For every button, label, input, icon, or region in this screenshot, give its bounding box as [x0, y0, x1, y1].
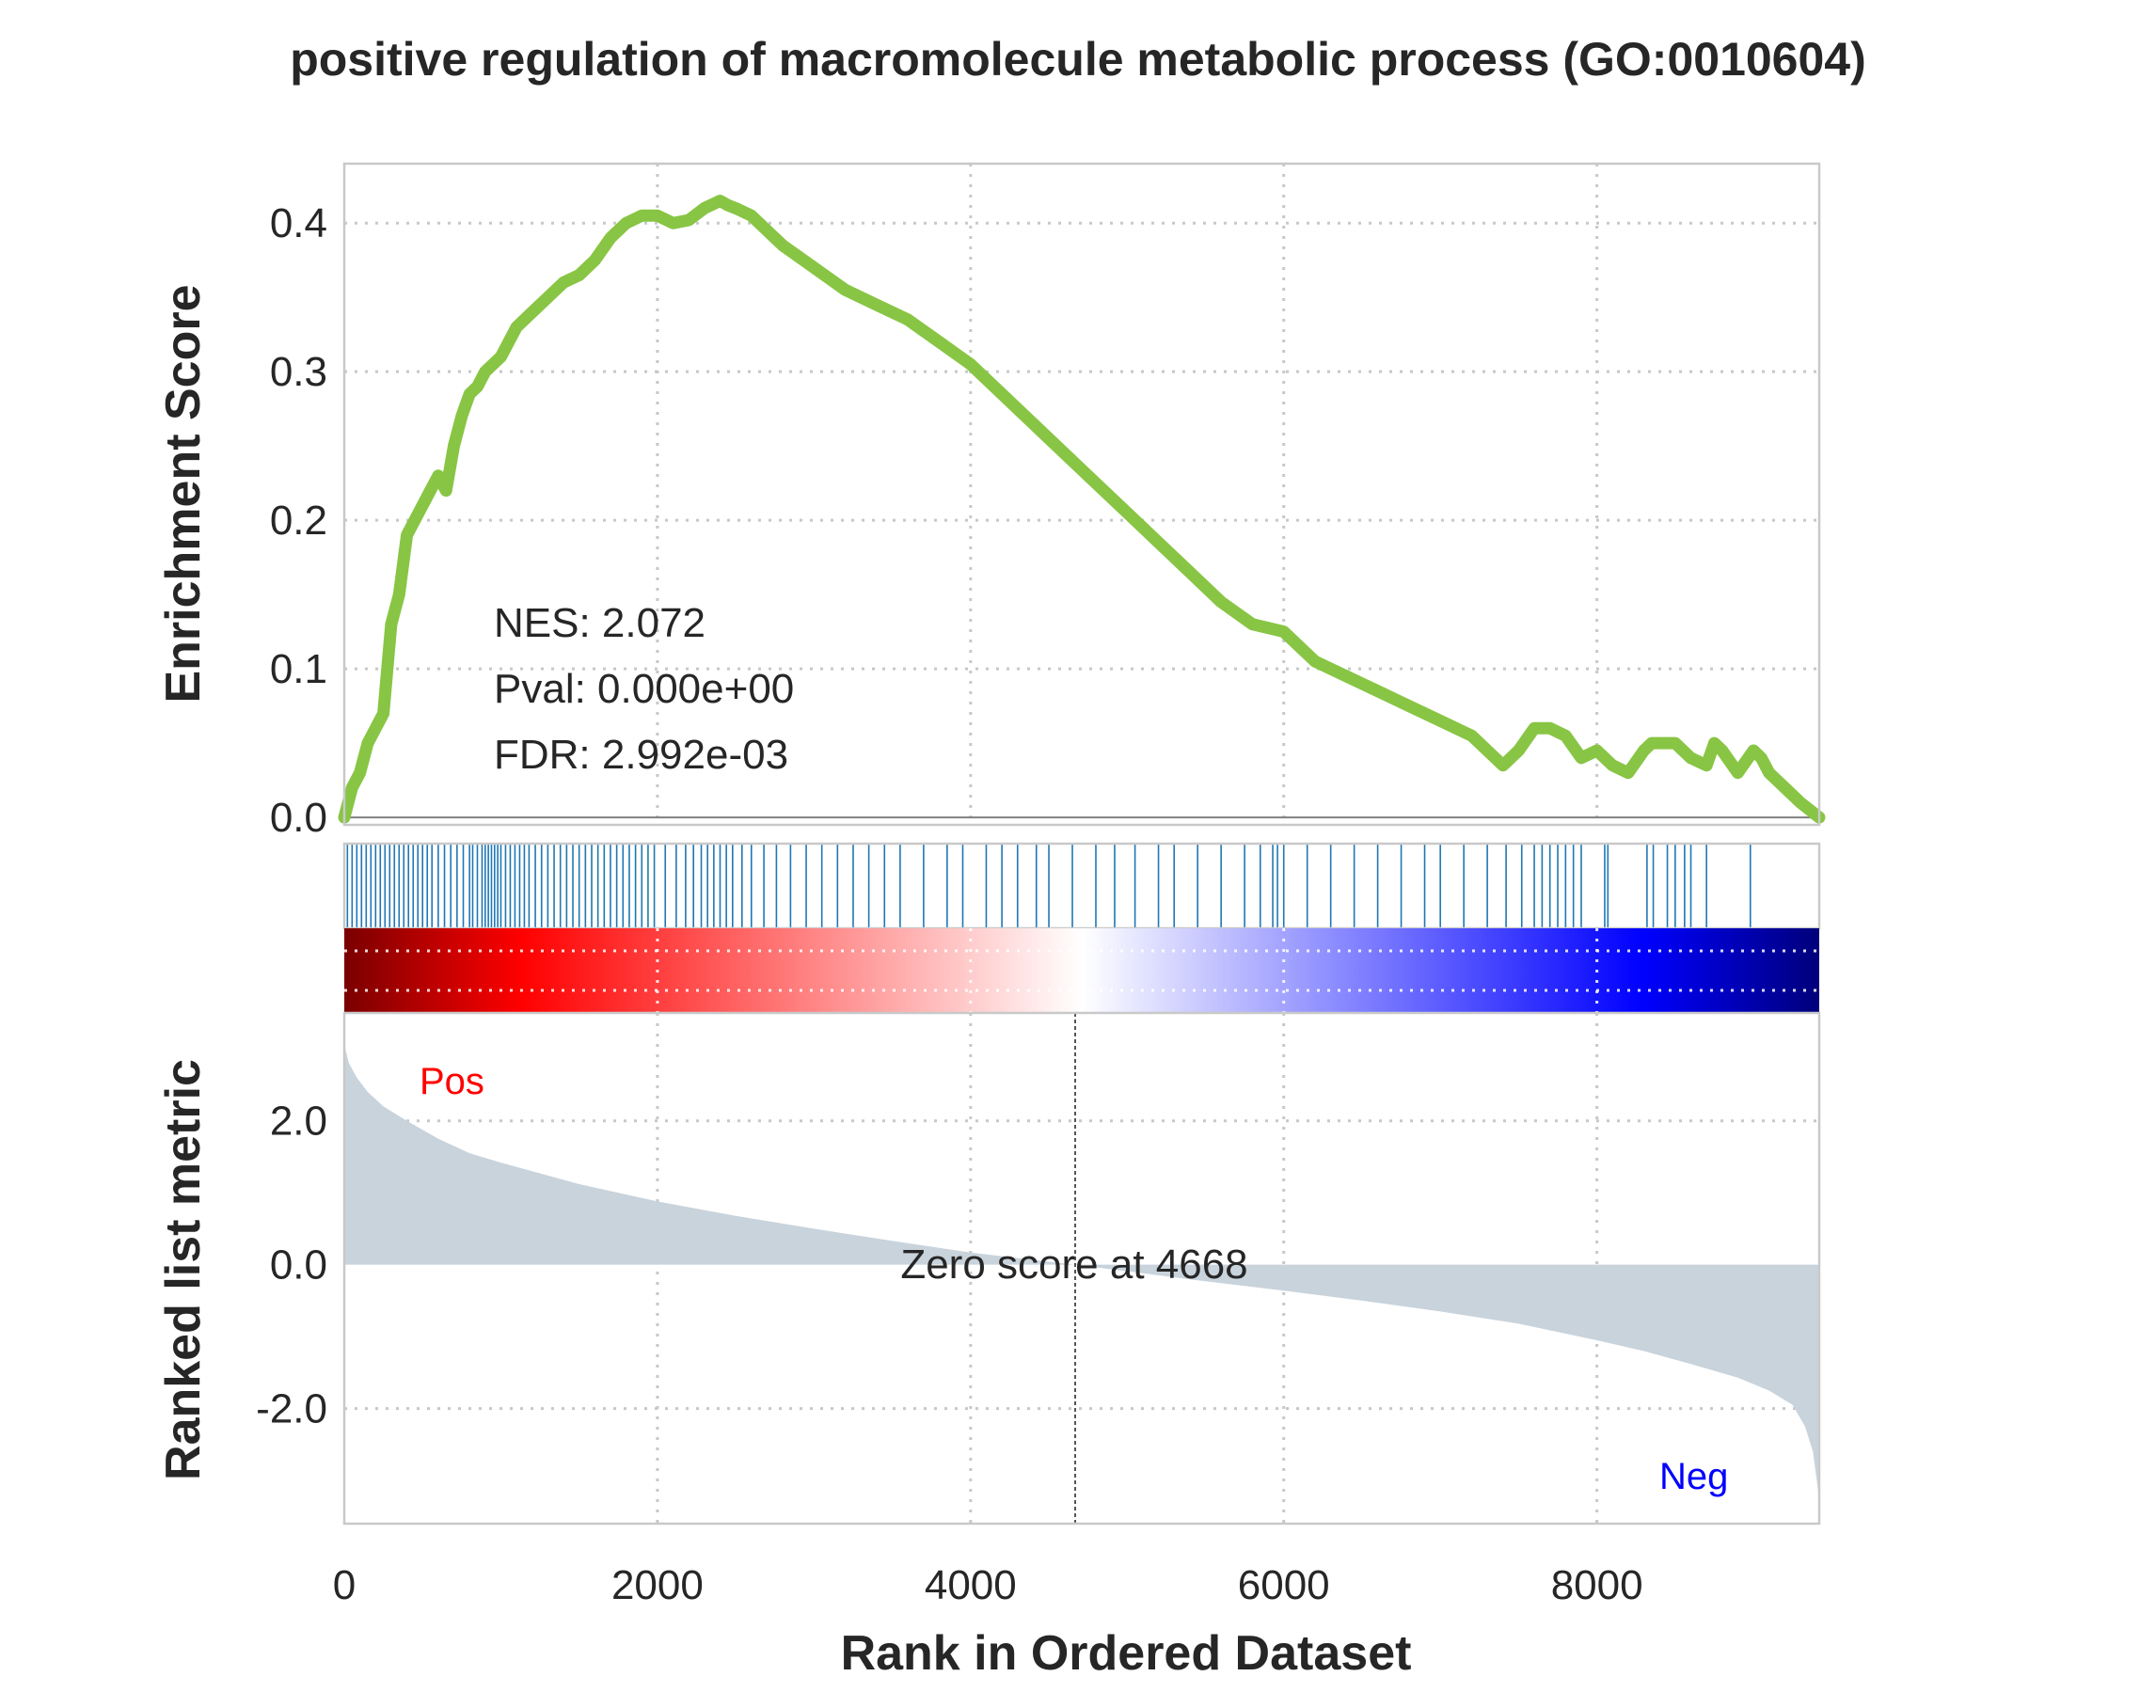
hits-frame — [342, 842, 1821, 930]
neg-label: Neg — [1659, 1456, 1728, 1497]
metric-gridlines — [344, 1013, 1819, 1524]
x-tick-label: 2000 — [611, 1562, 704, 1608]
metric-frame — [342, 1011, 1821, 1526]
enrichment-panel: 0.0 0.1 0.2 0.3 0.4 NES: 2.072 Pval: 0.000e+… — [156, 162, 1826, 841]
x-ticks: 0 2000 4000 6000 8000 — [333, 1562, 1643, 1608]
es-gridlines — [344, 164, 1819, 825]
metric-panel: 2.0 0.0 -2.0 Pos Neg Zero score at 4668 Ra… — [156, 1011, 1821, 1526]
metric-ylabel: Ranked list metric — [156, 1059, 211, 1480]
es-y-tick-label: 0.1 — [270, 646, 327, 692]
es-y-tick-label: 0.3 — [270, 349, 327, 395]
hit-lines — [346, 844, 1752, 928]
es-line — [338, 195, 1826, 824]
metric-area — [344, 1045, 1819, 1499]
x-axis-label: Rank in Ordered Dataset — [841, 1626, 1412, 1681]
nes-label: NES: 2.072 — [494, 600, 705, 646]
x-tick-label: 6000 — [1238, 1562, 1330, 1608]
metric-y-ticks: 2.0 0.0 -2.0 — [256, 1099, 327, 1432]
pval-label: Pval: 0.000e+00 — [494, 666, 794, 712]
metric-y-tick-label: -2.0 — [256, 1386, 327, 1432]
es-frame — [342, 162, 1821, 827]
es-ylabel: Enrichment Score — [156, 284, 211, 703]
pos-label: Pos — [420, 1061, 484, 1102]
heatmap-gridlines — [344, 928, 1819, 1013]
x-tick-label: 0 — [333, 1562, 356, 1608]
metric-y-tick-label: 2.0 — [270, 1099, 327, 1145]
chart-title: positive regulation of macromolecule met… — [290, 33, 1866, 86]
es-y-tick-label: 0.0 — [270, 795, 327, 841]
hits-panel — [342, 842, 1821, 930]
x-tick-label: 4000 — [925, 1562, 1017, 1608]
fdr-label: FDR: 2.992e-03 — [494, 732, 788, 778]
es-y-ticks: 0.0 0.1 0.2 0.3 0.4 — [270, 200, 327, 841]
x-tick-label: 8000 — [1551, 1562, 1643, 1608]
es-y-tick-label: 0.4 — [270, 200, 327, 246]
metric-y-tick-label: 0.0 — [270, 1242, 327, 1289]
es-y-tick-label: 0.2 — [270, 498, 327, 544]
heatmap-bar — [344, 928, 1819, 1013]
zero-score-label: Zero score at 4668 — [900, 1241, 1247, 1288]
rank-heatmap — [344, 928, 1819, 1013]
